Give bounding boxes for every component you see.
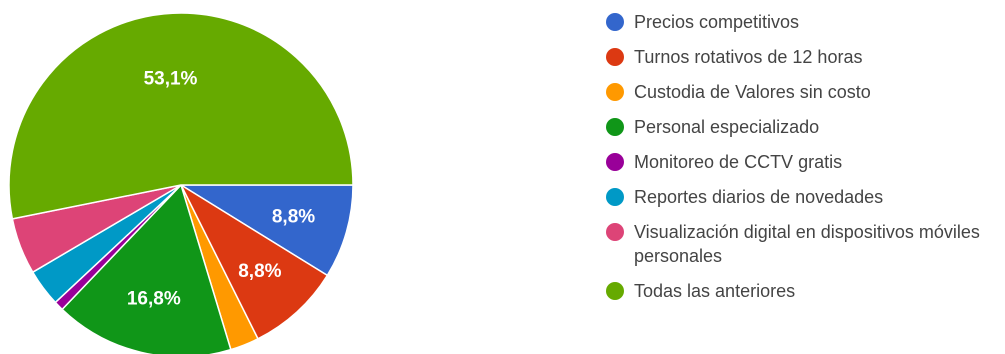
legend-label: Monitoreo de CCTV gratis bbox=[634, 152, 843, 172]
chart-legend: Precios competitivos Turnos rotativos de … bbox=[606, 10, 1001, 314]
pie-slice-4[interactable] bbox=[61, 183, 232, 354]
slice-value-label-1: 8,8% bbox=[272, 207, 315, 228]
slice-value-label-8: 53,1% bbox=[144, 68, 198, 89]
legend-label: Custodia de Valores sin costo bbox=[634, 82, 871, 102]
legend-swatch-icon bbox=[606, 282, 624, 300]
legend-item[interactable]: Personal especializado bbox=[606, 115, 1001, 139]
pie-slice-8[interactable] bbox=[8, 12, 354, 220]
slice-value-label-4: 16,8% bbox=[127, 288, 181, 309]
legend-swatch-icon bbox=[606, 188, 624, 206]
legend-swatch-icon bbox=[606, 223, 624, 241]
legend-label: Precios competitivos bbox=[634, 12, 800, 32]
legend-swatch-icon bbox=[606, 153, 624, 171]
pie-slice-1[interactable] bbox=[178, 184, 354, 277]
legend-item[interactable]: Custodia de Valores sin costo bbox=[606, 80, 1001, 104]
legend-label: Todas las anteriores bbox=[634, 281, 796, 301]
legend-label: Turnos rotativos de 12 horas bbox=[634, 47, 863, 67]
legend-item[interactable]: Monitoreo de CCTV gratis bbox=[606, 150, 1001, 174]
legend-item[interactable]: Visualización digital en dispositivos mó… bbox=[606, 220, 1001, 268]
legend-item[interactable]: Turnos rotativos de 12 horas bbox=[606, 45, 1001, 69]
legend-label: Personal especializado bbox=[634, 117, 820, 137]
legend-label: Reportes diarios de novedades bbox=[634, 187, 884, 207]
slice-value-label-2: 8,8% bbox=[238, 261, 281, 282]
legend-item[interactable]: Todas las anteriores bbox=[606, 279, 1001, 303]
legend-swatch-icon bbox=[606, 83, 624, 101]
pie-chart-plot: 8,8% 8,8% 16,8% 53,1% bbox=[8, 12, 354, 354]
legend-swatch-icon bbox=[606, 118, 624, 136]
legend-item[interactable]: Reportes diarios de novedades bbox=[606, 185, 1001, 209]
legend-item[interactable]: Precios competitivos bbox=[606, 10, 1001, 34]
legend-swatch-icon bbox=[606, 48, 624, 66]
pie-slice-2[interactable] bbox=[179, 182, 329, 340]
legend-swatch-icon bbox=[606, 13, 624, 31]
legend-label: Visualización digital en dispositivos mó… bbox=[634, 222, 980, 266]
